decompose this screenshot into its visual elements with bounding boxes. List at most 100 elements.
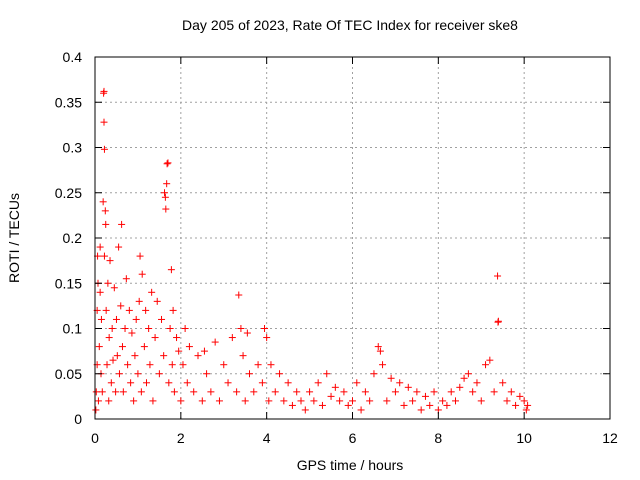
data-point [207, 388, 215, 396]
data-point [370, 370, 378, 378]
data-point [447, 388, 455, 396]
y-tick-label: 0.1 [63, 321, 83, 337]
data-point [246, 370, 253, 378]
data-point [121, 325, 129, 332]
data-point [430, 388, 438, 396]
data-point [323, 370, 331, 378]
data-point [413, 388, 421, 396]
data-point [106, 257, 114, 265]
data-point [190, 388, 198, 396]
data-point [124, 361, 132, 369]
data-point [263, 334, 271, 342]
data-point [499, 379, 507, 387]
data-point [409, 397, 417, 405]
data-point [140, 343, 148, 351]
data-point [507, 388, 515, 396]
data-point [175, 347, 183, 355]
data-point [194, 352, 202, 360]
data-point [516, 392, 524, 400]
data-point [134, 370, 142, 378]
data-point [110, 284, 118, 292]
data-point [136, 252, 144, 260]
data-point [168, 361, 176, 369]
data-point [387, 374, 395, 382]
data-point [125, 306, 133, 314]
data-point [469, 388, 477, 396]
data-point [349, 397, 356, 405]
data-point [336, 397, 344, 405]
x-tick-label: 8 [434, 430, 442, 446]
data-point [137, 388, 145, 396]
data-point [161, 189, 169, 197]
data-point [200, 347, 208, 355]
axis-ticks [94, 56, 611, 420]
data-point [135, 297, 143, 305]
data-point [512, 401, 520, 409]
data-point [361, 388, 369, 396]
data-point [166, 325, 174, 332]
data-point [185, 343, 193, 351]
data-point [357, 406, 365, 414]
data-point [211, 338, 219, 346]
data-point [310, 397, 318, 405]
data-point [105, 334, 113, 342]
data-point [94, 397, 102, 405]
chart-title: Day 205 of 2023, Rate Of TEC Index for r… [182, 17, 518, 33]
data-point [105, 397, 113, 405]
data-point [460, 374, 468, 382]
data-point [276, 370, 284, 378]
data-point [164, 159, 172, 167]
data-point [344, 401, 352, 409]
data-point [92, 406, 100, 414]
data-point [198, 397, 206, 405]
data-point [235, 291, 243, 299]
data-point [267, 361, 275, 369]
data-point [155, 370, 163, 378]
data-point [250, 388, 258, 396]
data-point [170, 388, 178, 396]
y-tick-label: 0.2 [63, 230, 83, 246]
data-point [132, 315, 140, 323]
data-point [181, 325, 189, 332]
data-point [426, 401, 434, 409]
data-point [131, 352, 139, 360]
data-point [167, 266, 175, 274]
data-point [524, 401, 532, 409]
data-point [261, 325, 269, 332]
x-tick-label: 12 [602, 430, 618, 446]
data-point [391, 388, 399, 396]
data-point [254, 361, 262, 369]
data-point [128, 329, 136, 337]
y-tick-label: 0.3 [63, 140, 83, 156]
data-point [490, 388, 498, 396]
data-point [241, 397, 249, 405]
data-point [117, 302, 125, 310]
data-point [400, 401, 408, 409]
data-point [151, 334, 159, 342]
data-point [452, 397, 459, 405]
x-axis-label: GPS time / hours [297, 457, 404, 473]
data-point [118, 343, 126, 351]
x-tick-label: 10 [516, 430, 532, 446]
data-point [494, 272, 502, 280]
data-point [456, 383, 464, 391]
data-point [95, 343, 103, 351]
data-point [224, 379, 232, 387]
data-point [297, 397, 305, 405]
data-point [233, 388, 241, 396]
data-point [331, 383, 339, 391]
data-point [314, 379, 322, 387]
y-tick-label: 0 [74, 411, 82, 427]
data-point [143, 379, 150, 387]
data-point [353, 379, 361, 387]
data-point [162, 205, 170, 213]
y-tick-label: 0.4 [63, 49, 83, 65]
data-point [96, 288, 104, 296]
data-point [237, 325, 245, 332]
data-point [122, 275, 130, 283]
data-point [102, 306, 110, 314]
data-point [366, 397, 374, 405]
data-point [115, 370, 123, 378]
